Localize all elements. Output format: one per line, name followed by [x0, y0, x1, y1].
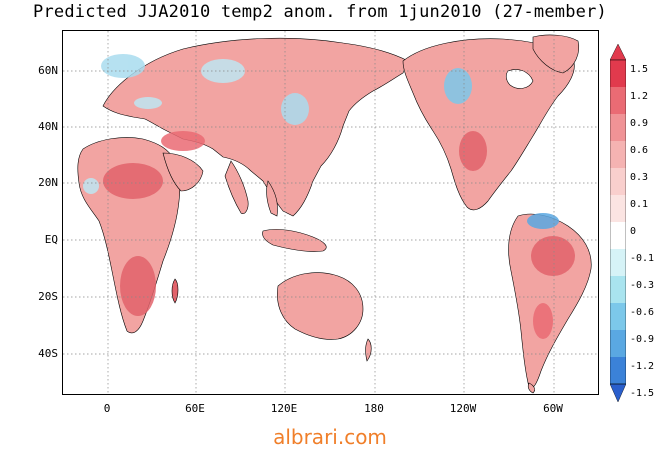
map-title: Predicted JJA2010 temp2 anom. from 1jun2…	[33, 2, 607, 22]
colorbar-bottom-arrow	[610, 383, 626, 403]
lon-label-0: 0	[103, 402, 111, 415]
cool-spot-west-africa	[83, 178, 99, 194]
colorbar-label: 0.3	[630, 172, 649, 183]
map-plot-area	[62, 30, 599, 395]
colorbar-swatch	[610, 195, 626, 222]
anomaly-layer	[83, 54, 575, 339]
lon-label-120e: 120E	[270, 402, 298, 415]
watermark: albrari.com	[273, 425, 387, 449]
colorbar-label: 1.2	[630, 91, 649, 102]
colorbar-label: -0.1	[630, 253, 655, 264]
lon-label-60e: 60E	[185, 402, 205, 415]
land-arabia	[162, 152, 204, 192]
colorbar-label: -0.3	[630, 280, 655, 291]
colorbar-swatch	[610, 276, 626, 303]
lat-label-40s: 40S	[38, 347, 58, 360]
colorbar-label: -0.6	[630, 307, 655, 318]
land-india	[224, 160, 249, 214]
colorbar-swatch	[610, 303, 626, 330]
grid-lines	[63, 31, 598, 394]
colorbar-label: 0.6	[630, 145, 649, 156]
hot-spot-us-southwest	[459, 131, 487, 171]
colorbar-swatch	[610, 357, 626, 384]
hot-spot-brazil	[531, 236, 575, 276]
lon-label-120w: 120W	[449, 402, 477, 415]
hot-spot-sahara	[103, 163, 163, 199]
colorbar-label: -1.5	[630, 388, 655, 399]
colorbar-swatch	[610, 330, 626, 357]
colorbar-label: 0.1	[630, 199, 649, 210]
colorbar-swatch	[610, 249, 626, 276]
land-madagascar	[171, 278, 179, 304]
lon-label-180: 180	[364, 402, 384, 415]
lat-label-60n: 60N	[38, 64, 58, 77]
hot-spot-argentina	[533, 303, 553, 339]
colorbar-swatch	[610, 168, 626, 195]
cool-spot-scandinavia	[101, 54, 145, 78]
water-hudson-bay	[505, 69, 534, 89]
land-australia	[277, 272, 364, 340]
lat-label-40n: 40N	[38, 120, 58, 133]
colorbar-swatch	[610, 222, 626, 249]
colorbar-top-arrow	[610, 44, 626, 61]
hot-spot-middle-east	[161, 131, 205, 151]
colorbar-label: -0.9	[630, 334, 655, 345]
colorbar-label: 0.9	[630, 118, 649, 129]
colorbar-label: -1.2	[630, 361, 655, 372]
land-tierra-del-fuego	[527, 382, 535, 394]
cool-spot-alaska	[444, 68, 472, 104]
temperature-anomaly-map	[63, 31, 598, 394]
land-new-zealand	[365, 338, 372, 362]
lat-label-20s: 20S	[38, 290, 58, 303]
lon-label-60w: 60W	[543, 402, 563, 415]
colorbar-swatch	[610, 87, 626, 114]
colorbar-swatch	[610, 114, 626, 141]
land-se-asia	[266, 180, 278, 217]
land-greenland	[532, 34, 580, 74]
lat-label-eq: EQ	[44, 233, 58, 246]
land-layer	[77, 34, 592, 394]
colorbar-label: 0	[630, 226, 637, 237]
colorbar-label: 1.5	[630, 64, 649, 75]
cool-spot-mediterranean	[134, 97, 162, 109]
cool-spot-amazon-north	[527, 213, 559, 229]
lat-label-20n: 20N	[38, 176, 58, 189]
colorbar	[610, 44, 626, 403]
hot-spot-south-africa	[120, 256, 156, 316]
cool-spot-east-asia	[281, 93, 309, 125]
land-indonesia	[262, 229, 327, 252]
colorbar-swatch	[610, 60, 626, 87]
colorbar-swatch	[610, 141, 626, 168]
